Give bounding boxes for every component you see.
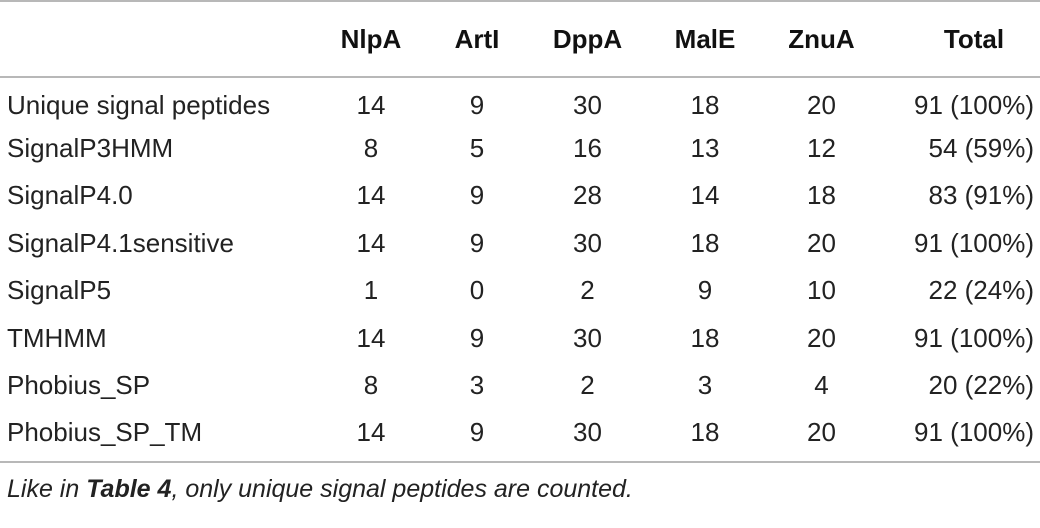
cell-male: 14 [690, 180, 720, 211]
table-row: SignalP4.1sensitive 14 9 30 18 20 91 (10… [0, 220, 1040, 268]
cell-total: 91 (100%) [914, 227, 1034, 258]
cell-total: 20 (22%) [928, 370, 1035, 401]
header-cell-male: MalE [674, 23, 736, 54]
cell-nlpa: 8 [363, 370, 379, 401]
cell-znua: 4 [814, 370, 829, 401]
cell-arti: 9 [469, 180, 485, 211]
cell-total: 22 (24%) [928, 275, 1035, 306]
cell-dppa: 28 [573, 180, 602, 211]
cell-znua: 20 [807, 227, 836, 258]
row-label: SignalP4.0 [7, 180, 133, 211]
cell-male: 3 [697, 370, 713, 401]
cell-nlpa: 14 [356, 322, 386, 353]
table-row: SignalP4.0 14 9 28 14 18 83 (91%) [0, 172, 1040, 220]
cell-nlpa: 14 [356, 180, 386, 211]
cell-znua: 18 [807, 180, 836, 211]
header-cell-dppa: DppA [552, 23, 623, 54]
footnote-prefix: Like in [7, 474, 87, 503]
header-cell-label [0, 1, 318, 77]
header-cell-znua: ZnuA [788, 23, 855, 54]
cell-dppa: 30 [573, 89, 602, 120]
table-body: Unique signal peptides 14 9 30 18 20 91 … [0, 77, 1040, 462]
table-row: Unique signal peptides 14 9 30 18 20 91 … [0, 77, 1040, 125]
cell-total: 91 (100%) [914, 89, 1034, 120]
table-row: Phobius_SP 8 3 2 3 4 20 (22%) [0, 362, 1040, 410]
cell-dppa: 2 [580, 370, 595, 401]
table-row: SignalP3HMM 8 5 16 13 12 54 (59%) [0, 125, 1040, 173]
table-row: TMHMM 14 9 30 18 20 91 (100%) [0, 315, 1040, 363]
cell-arti: 9 [469, 227, 485, 258]
cell-male: 18 [690, 416, 720, 447]
cell-total: 54 (59%) [928, 132, 1035, 163]
cell-arti: 0 [469, 275, 485, 306]
row-label: Unique signal peptides [7, 89, 271, 120]
cell-dppa: 30 [573, 227, 602, 258]
row-label: Phobius_SP [7, 370, 151, 401]
cell-male: 9 [697, 275, 713, 306]
table-header: NlpA ArtI DppA MalE ZnuA Total [0, 1, 1040, 77]
cell-male: 18 [690, 322, 720, 353]
cell-znua: 20 [807, 89, 836, 120]
cell-dppa: 30 [573, 416, 602, 447]
cell-arti: 5 [469, 132, 485, 163]
cell-dppa: 2 [580, 275, 595, 306]
header-cell-arti: ArtI [454, 23, 500, 54]
cell-total: 91 (100%) [914, 322, 1034, 353]
header-cell-nlpa: NlpA [340, 23, 402, 54]
cell-dppa: 30 [573, 322, 602, 353]
footnote-suffix: , only unique signal peptides are counte… [171, 474, 633, 503]
cell-male: 13 [690, 132, 720, 163]
cell-arti: 9 [469, 322, 485, 353]
row-label: Phobius_SP_TM [7, 416, 203, 447]
cell-arti: 9 [469, 416, 485, 447]
data-table-container: NlpA ArtI DppA MalE ZnuA Total Unique si… [0, 1, 1040, 504]
row-label: SignalP4.1sensitive [7, 227, 234, 258]
table-footnote: Like in Table 4, only unique signal pept… [0, 475, 1040, 504]
cell-nlpa: 8 [363, 132, 379, 163]
cell-nlpa: 14 [356, 227, 386, 258]
row-label: SignalP5 [7, 275, 112, 306]
table-row: Phobius_SP_TM 14 9 30 18 20 91 (100%) [0, 410, 1040, 462]
cell-arti: 9 [469, 89, 485, 120]
header-row: NlpA ArtI DppA MalE ZnuA Total [0, 1, 1040, 77]
row-label: SignalP3HMM [7, 132, 174, 163]
cell-znua: 12 [807, 132, 836, 163]
row-label: TMHMM [7, 322, 107, 353]
signal-peptide-table: NlpA ArtI DppA MalE ZnuA Total Unique si… [0, 1, 1040, 462]
cell-arti: 3 [469, 370, 485, 401]
cell-znua: 20 [807, 416, 836, 447]
cell-male: 18 [690, 227, 720, 258]
cell-total: 83 (91%) [928, 180, 1035, 211]
cell-znua: 10 [807, 275, 836, 306]
table-row: SignalP5 1 0 2 9 10 22 (24%) [0, 267, 1040, 315]
cell-nlpa: 14 [356, 89, 386, 120]
cell-nlpa: 1 [363, 275, 379, 306]
cell-znua: 20 [807, 322, 836, 353]
header-cell-total: Total [943, 23, 1005, 54]
cell-dppa: 16 [573, 132, 602, 163]
cell-nlpa: 14 [356, 416, 386, 447]
cell-total: 91 (100%) [914, 416, 1034, 447]
cell-male: 18 [690, 89, 720, 120]
footnote-table-reference: Table 4 [86, 474, 172, 503]
